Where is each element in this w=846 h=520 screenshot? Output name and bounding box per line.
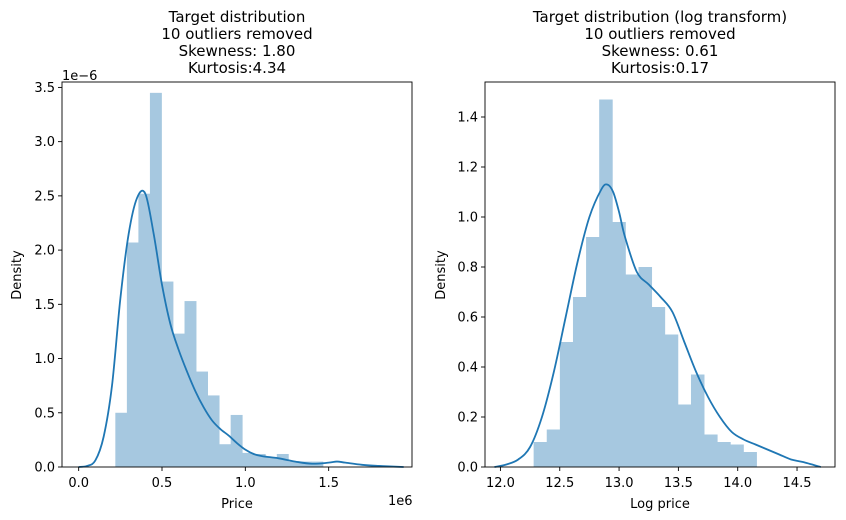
left-histogram-bar: [161, 281, 174, 467]
right-histogram-bar: [586, 237, 600, 467]
left-histogram-bar: [196, 371, 208, 467]
right-chart: Target distribution (log transform) 10 o…: [434, 8, 836, 512]
right-x-tick-label: 13.5: [664, 476, 693, 491]
right-histogram-bar: [533, 442, 548, 467]
left-x-axis-label: Price: [221, 497, 253, 512]
right-y-tick-label: 0.4: [457, 361, 478, 376]
left-y-tick-label: 2.0: [34, 244, 55, 259]
right-y-tick-label: 0.6: [457, 311, 478, 326]
right-histogram-bar: [717, 442, 731, 467]
right-histogram-bar: [559, 342, 574, 467]
left-y-tick-label: 2.5: [34, 189, 55, 204]
left-histogram-bar: [184, 301, 197, 467]
left-chart: Target distribution 10 outliers removed …: [10, 8, 413, 512]
left-histogram-bar: [173, 333, 185, 467]
left-histogram-bar: [126, 242, 139, 467]
right-histogram-bar: [690, 374, 705, 467]
left-x-tick-label: 1.0: [235, 476, 256, 491]
right-histogram-bar: [743, 452, 757, 467]
left-plot-frame: [61, 81, 413, 468]
right-plot-frame: [484, 81, 836, 468]
left-histogram-bar: [288, 461, 301, 467]
left-y-tick-label: 1.5: [34, 298, 55, 313]
left-y-offset-label: 1e−6: [62, 69, 97, 84]
left-histogram-bar: [138, 193, 151, 467]
left-x-tick-label: 1.5: [318, 476, 339, 491]
right-x-tick-label: 12.5: [545, 476, 574, 491]
left-title-line-3: Skewness: 1.80: [179, 42, 296, 60]
right-x-tick-label: 12.0: [486, 476, 515, 491]
right-histogram-bar: [704, 434, 718, 467]
left-histogram-bar: [265, 457, 278, 467]
right-title-line-1: Target distribution (log transform): [532, 8, 787, 26]
right-histogram-bar: [572, 297, 587, 467]
left-histogram-bar: [219, 444, 232, 467]
right-y-tick-label: 1.4: [457, 111, 478, 126]
left-histogram-bar: [149, 92, 162, 467]
left-title-line-2: 10 outliers removed: [161, 25, 312, 43]
right-histogram-bar: [546, 429, 561, 467]
right-x-tick-label: 14.5: [783, 476, 812, 491]
left-y-axis-label: Density: [10, 250, 25, 300]
left-y-tick-label: 3.0: [34, 135, 55, 150]
right-y-tick-label: 0.8: [457, 261, 478, 276]
right-x-axis-label: Log price: [630, 497, 690, 512]
right-title-line-3: Skewness: 0.61: [602, 42, 719, 60]
left-y-tick-label: 3.5: [34, 81, 55, 96]
right-y-axis-label: Density: [434, 250, 449, 300]
right-title-line-4: Kurtosis:0.17: [611, 59, 709, 77]
left-histogram-bar: [253, 453, 266, 467]
left-y-tick-label: 0.5: [34, 406, 55, 421]
right-title-line-2: 10 outliers removed: [584, 25, 735, 43]
left-histogram-bar: [207, 395, 220, 467]
right-histogram-bar: [625, 274, 639, 467]
right-histogram-bar: [599, 99, 613, 467]
right-y-tick-label: 1.2: [457, 161, 478, 176]
left-x-tick-label: 0.5: [152, 476, 173, 491]
right-y-tick-label: 0.2: [457, 411, 478, 426]
left-histogram-bar: [115, 412, 128, 467]
left-histogram-bar: [242, 452, 255, 467]
right-y-tick-label: 1.0: [457, 211, 478, 226]
right-histogram-bar: [664, 334, 679, 467]
right-histogram-bar: [677, 404, 692, 467]
left-histogram-bar: [230, 414, 243, 467]
right-histogram-bar: [612, 222, 626, 467]
left-histogram-bar: [276, 453, 289, 467]
left-y-tick-label: 1.0: [34, 352, 55, 367]
right-kde-line: [494, 183, 822, 468]
left-x-tick-label: 0.0: [68, 476, 89, 491]
right-histogram-bar: [730, 444, 744, 467]
left-histogram-bar: [299, 461, 312, 467]
right-histogram-bar: [651, 307, 666, 467]
right-x-tick-label: 13.0: [605, 476, 634, 491]
left-kde-line: [78, 189, 404, 468]
left-title-line-1: Target distribution: [168, 8, 306, 26]
left-y-tick-label: 0.0: [34, 461, 55, 476]
left-title-line-4: Kurtosis:4.34: [188, 59, 286, 77]
left-x-offset-label: 1e6: [388, 494, 413, 509]
right-y-tick-label: 0.0: [457, 461, 478, 476]
right-x-tick-label: 14.0: [723, 476, 752, 491]
right-histogram-bar: [638, 267, 653, 467]
